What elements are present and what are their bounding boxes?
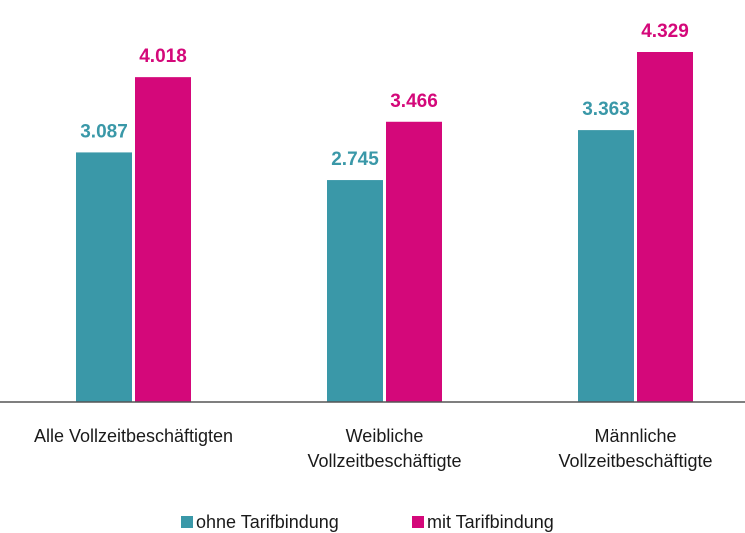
- value-label: 3.087: [80, 121, 128, 142]
- x-tick-label: Alle Vollzeitbeschäftigten: [34, 426, 233, 446]
- legend-swatch: [412, 516, 424, 528]
- value-label: 2.745: [331, 149, 379, 170]
- value-label: 4.018: [139, 46, 187, 67]
- bar: [386, 121, 442, 402]
- legend-label: mit Tarifbindung: [427, 512, 554, 532]
- value-label: 3.466: [390, 91, 438, 112]
- bar: [327, 180, 383, 402]
- value-label: 4.329: [641, 21, 689, 42]
- bar: [135, 77, 191, 402]
- bar: [578, 130, 634, 402]
- x-tick-label: Männliche: [594, 426, 676, 446]
- bar: [637, 52, 693, 402]
- bar: [76, 152, 132, 402]
- x-tick-label: Vollzeitbeschäftigte: [558, 451, 712, 471]
- value-label: 3.363: [582, 99, 630, 120]
- legend-swatch: [181, 516, 193, 528]
- x-tick-label: Weibliche: [346, 426, 424, 446]
- x-tick-label: Vollzeitbeschäftigte: [307, 451, 461, 471]
- legend-label: ohne Tarifbindung: [196, 512, 339, 532]
